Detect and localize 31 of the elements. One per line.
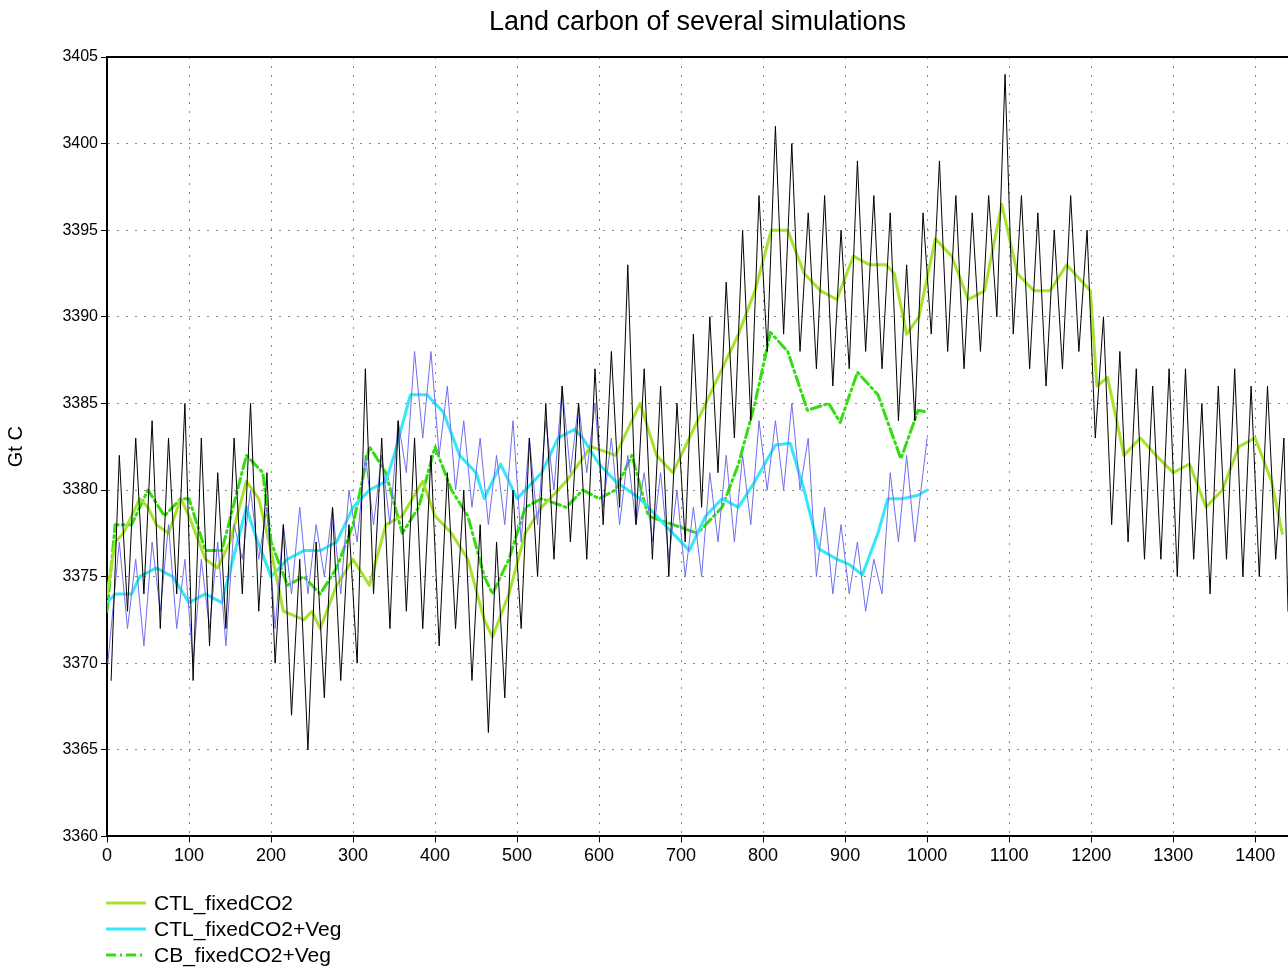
y-tick-label: 3370 [62, 653, 99, 671]
y-tick-label: 3390 [62, 307, 99, 325]
y-axis-title: Gt C [3, 426, 26, 468]
x-tick-label: 700 [666, 845, 697, 866]
y-tick-label: 3365 [62, 740, 99, 758]
x-tick-label: 1000 [907, 845, 948, 866]
x-tick-label: 400 [420, 845, 451, 866]
x-tick-label: 1300 [1153, 845, 1194, 866]
x-tick-label: 300 [338, 845, 369, 866]
y-tick-label: 3380 [62, 480, 99, 498]
legend-label: CTL_fixedCO2+Veg [154, 917, 342, 941]
y-tick-label: 3395 [62, 220, 99, 238]
x-tick-label: 1400 [1235, 845, 1276, 866]
y-tick-label: 3385 [62, 393, 99, 411]
x-tick-label: 0 [101, 845, 113, 866]
y-tick-label: 3360 [62, 826, 99, 844]
x-tick-label: 1100 [989, 845, 1029, 866]
x-tick-label: 1200 [1071, 845, 1112, 866]
y-tick-label: 3405 [62, 47, 99, 65]
x-tick-label: 900 [830, 845, 861, 866]
x-tick-label: 500 [502, 845, 533, 866]
x-tick-label: 200 [256, 845, 287, 866]
x-tick-label: 800 [748, 845, 779, 866]
y-tick-label: 3375 [62, 567, 99, 585]
chart-title: Land carbon of several simulations [487, 6, 908, 37]
legend-label: CTL_fixedCO2 [154, 891, 293, 915]
x-tick-label: 600 [584, 845, 615, 866]
y-tick-label: 3400 [62, 134, 99, 152]
line-series [107, 330, 929, 613]
x-tick-label: 100 [173, 845, 205, 866]
legend-label: CB_fixedCO2+Veg [154, 943, 331, 967]
